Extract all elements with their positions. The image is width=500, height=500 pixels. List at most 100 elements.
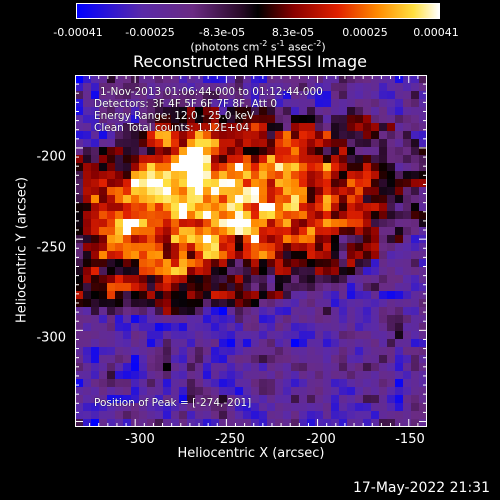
heatmap-cell (243, 83, 252, 92)
annotation-energy-range: Energy Range: 12.0 - 25.0 keV (94, 110, 255, 122)
heatmap-cell (275, 227, 284, 236)
heatmap-cell (347, 107, 356, 116)
heatmap-cell (83, 243, 92, 252)
heatmap-cell (339, 147, 348, 156)
heatmap-cell (371, 235, 380, 244)
heatmap-cell (299, 107, 308, 116)
heatmap-cell (91, 259, 100, 268)
heatmap-cell (219, 147, 228, 156)
heatmap-cell (203, 355, 212, 364)
heatmap-cell (235, 171, 244, 180)
heatmap-cell (363, 75, 372, 84)
heatmap-cell (347, 91, 356, 100)
heatmap-cell (75, 315, 84, 324)
heatmap-cell (395, 123, 404, 132)
heatmap-cell (355, 379, 364, 388)
heatmap-cell (355, 235, 364, 244)
heatmap-cell (395, 211, 404, 220)
heatmap-cell (299, 163, 308, 172)
heatmap-cell (411, 275, 420, 284)
heatmap-cell (275, 291, 284, 300)
heatmap-cell (379, 219, 388, 228)
heatmap-cell (355, 267, 364, 276)
heatmap-cell (131, 147, 140, 156)
heatmap-cell (243, 243, 252, 252)
heatmap-cell (291, 275, 300, 284)
heatmap-cell (387, 411, 396, 420)
heatmap-cell (411, 323, 420, 332)
heatmap-cell (395, 379, 404, 388)
heatmap-cell (355, 371, 364, 380)
heatmap-cell (147, 123, 156, 132)
heatmap-cell (379, 355, 388, 364)
heatmap-cell (179, 371, 188, 380)
heatmap-cell (115, 347, 124, 356)
heatmap-cell (195, 107, 204, 116)
heatmap-cell (411, 371, 420, 380)
heatmap-cell (187, 387, 196, 396)
heatmap-cell (307, 315, 316, 324)
heatmap-cell (131, 411, 140, 420)
heatmap-cell (83, 139, 92, 148)
heatmap-cell (243, 131, 252, 140)
heatmap-cell (235, 411, 244, 420)
units-text: ) (321, 40, 326, 54)
heatmap-cell (379, 371, 388, 380)
heatmap-cell (419, 323, 427, 332)
heatmap-cell (283, 395, 292, 404)
heatmap-cell (331, 411, 340, 420)
heatmap-cell (123, 139, 132, 148)
heatmap-cell (211, 419, 220, 427)
heatmap-cell (371, 195, 380, 204)
heatmap-cell (227, 147, 236, 156)
heatmap-cell (307, 155, 316, 164)
heatmap-cell (299, 155, 308, 164)
heatmap-cell (387, 91, 396, 100)
heatmap-cell (139, 403, 148, 412)
heatmap-cell (411, 99, 420, 108)
heatmap-cell (339, 155, 348, 164)
heatmap-cell (83, 171, 92, 180)
heatmap-cell (131, 187, 140, 196)
heatmap-cell (171, 267, 180, 276)
heatmap-cell (163, 99, 172, 108)
heatmap-cell (259, 147, 268, 156)
heatmap-cell (107, 139, 116, 148)
heatmap-cell (307, 251, 316, 260)
heatmap-cell (251, 227, 260, 236)
heatmap-cell (99, 171, 108, 180)
heatmap-cell (371, 291, 380, 300)
heatmap-cell (243, 267, 252, 276)
heatmap-cell (307, 99, 316, 108)
heatmap-cell (235, 403, 244, 412)
heatmap-cell (339, 411, 348, 420)
heatmap-cell (75, 403, 84, 412)
heatmap-cell (163, 211, 172, 220)
heatmap-cell (147, 355, 156, 364)
heatmap-cell (355, 387, 364, 396)
heatmap-cell (91, 235, 100, 244)
heatmap-cell (75, 91, 84, 100)
heatmap-cell (107, 131, 116, 140)
heatmap-cell (139, 395, 148, 404)
heatmap-cell (235, 387, 244, 396)
heatmap-cell (171, 275, 180, 284)
heatmap-cell (267, 395, 276, 404)
heatmap-cell (203, 331, 212, 340)
heatmap-cell (163, 331, 172, 340)
heatmap-cell (123, 347, 132, 356)
heatmap-cell (283, 147, 292, 156)
heatmap-cell (203, 107, 212, 116)
heatmap-cell (275, 411, 284, 420)
heatmap-cell (235, 243, 244, 252)
heatmap-cell (299, 243, 308, 252)
heatmap-cell (371, 99, 380, 108)
heatmap-cell (155, 163, 164, 172)
heatmap-cell (115, 323, 124, 332)
heatmap-cell (147, 371, 156, 380)
heatmap-cell (259, 379, 268, 388)
heatmap-cell (203, 299, 212, 308)
heatmap-cell (403, 251, 412, 260)
heatmap-cell (203, 227, 212, 236)
heatmap-cell (115, 299, 124, 308)
